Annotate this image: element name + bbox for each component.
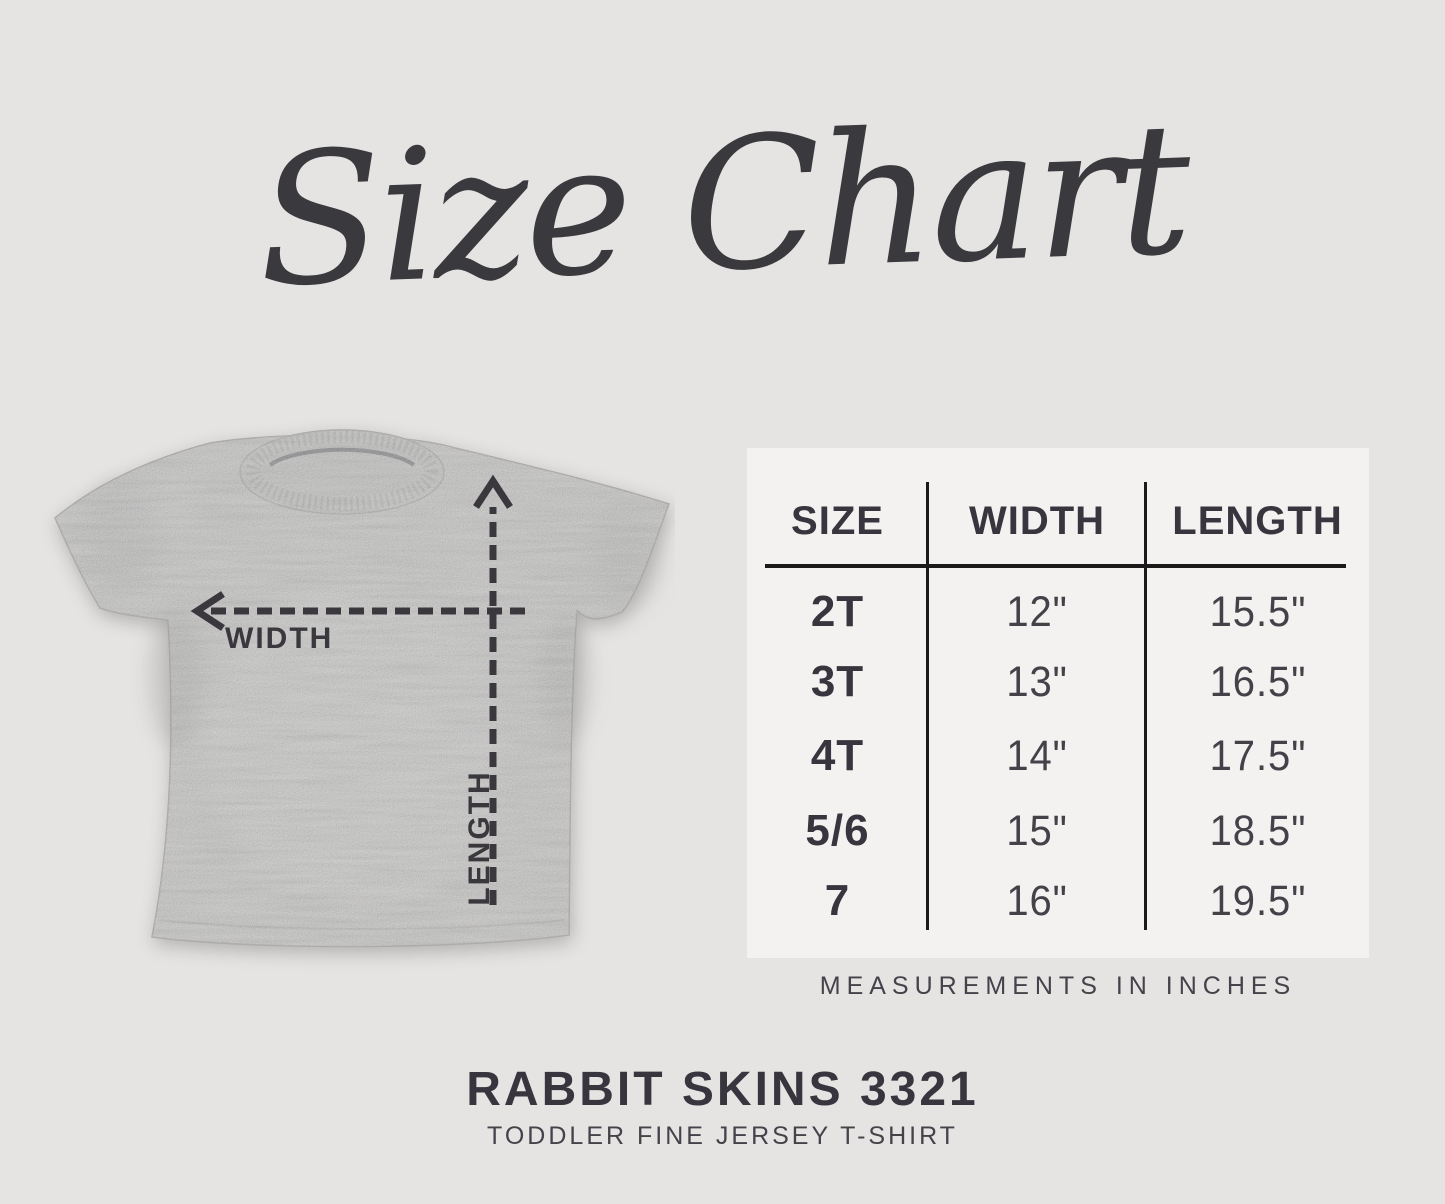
size-value: 2T xyxy=(810,587,865,636)
length-value: 18.5" xyxy=(1209,806,1306,855)
measurement-arrows xyxy=(190,474,525,905)
table-header-underline xyxy=(765,564,1346,568)
table-row: 7 16" 19.5" xyxy=(747,865,1369,937)
length-arrowhead-icon xyxy=(473,474,513,509)
length-label: LENGTH xyxy=(463,770,496,905)
table-divider-vertical-1 xyxy=(926,482,929,930)
size-table: SIZE WIDTH LENGTH 2T 12" 15.5" 3T 13" 16… xyxy=(747,448,1369,958)
size-value: 4T xyxy=(810,731,865,780)
width-value: 16" xyxy=(1006,876,1068,925)
width-label: WIDTH xyxy=(225,622,333,655)
table-divider-vertical-2 xyxy=(1144,482,1147,930)
page-title: Size Chart xyxy=(254,82,1191,328)
column-header-width: WIDTH xyxy=(968,499,1106,543)
column-header-size: SIZE xyxy=(791,499,884,543)
table-row: 5/6 15" 18.5" xyxy=(747,795,1369,867)
tshirt-diagram: WIDTH LENGTH xyxy=(54,429,670,948)
product-subtitle: TODDLER FINE JERSEY T-SHIRT xyxy=(487,1122,958,1150)
column-header-length: LENGTH xyxy=(1172,499,1343,543)
measurements-note: MEASUREMENTS IN INCHES xyxy=(819,972,1297,1000)
width-value: 15" xyxy=(1006,806,1068,855)
size-value: 3T xyxy=(810,657,865,706)
table-row: 4T 14" 17.5" xyxy=(747,720,1369,792)
length-value: 16.5" xyxy=(1209,657,1306,706)
length-value: 17.5" xyxy=(1209,731,1306,780)
size-value: 7 xyxy=(824,876,851,925)
length-value: 19.5" xyxy=(1209,876,1306,925)
product-name: RABBIT SKINS 3321 xyxy=(466,1063,979,1116)
tshirt-graphic xyxy=(54,429,670,948)
width-value: 14" xyxy=(1006,731,1068,780)
table-row: 2T 12" 15.5" xyxy=(747,576,1369,648)
width-value: 12" xyxy=(1006,587,1068,636)
length-value: 15.5" xyxy=(1209,587,1306,636)
table-row: 3T 13" 16.5" xyxy=(747,646,1369,718)
width-value: 13" xyxy=(1006,657,1068,706)
width-arrowhead-icon xyxy=(190,591,225,631)
size-value: 5/6 xyxy=(805,806,870,855)
